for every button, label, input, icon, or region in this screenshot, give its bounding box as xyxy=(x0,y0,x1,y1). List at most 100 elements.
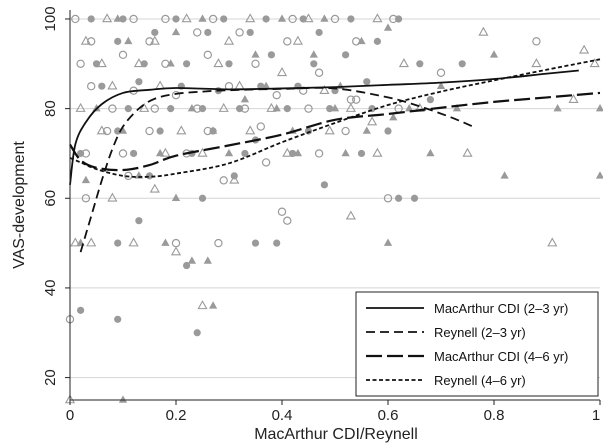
filled-circle-point xyxy=(172,15,180,23)
open-triangle-point xyxy=(398,58,409,68)
filled-circle-point xyxy=(151,28,159,37)
filled-triangle-point xyxy=(166,59,175,67)
filled-triangle-point xyxy=(383,238,393,246)
filled-circle-point xyxy=(310,60,318,68)
open-circle-point xyxy=(203,50,212,60)
filled-triangle-point xyxy=(341,148,350,157)
y-tick-label: 40 xyxy=(42,280,59,297)
open-triangle-point xyxy=(176,125,187,135)
filled-triangle-point xyxy=(171,27,181,36)
open-triangle-point xyxy=(223,35,235,45)
filled-triangle-point xyxy=(389,112,398,121)
open-circle-point xyxy=(389,14,398,24)
lines-layer xyxy=(69,58,601,253)
open-triangle-point xyxy=(70,237,81,247)
filled-triangle-point xyxy=(309,50,318,58)
filled-circle-point xyxy=(204,28,212,37)
filled-triangle-point xyxy=(124,36,133,45)
open-circle-point xyxy=(288,14,297,24)
filled-circle-point xyxy=(246,28,254,37)
y-tick-label: 100 xyxy=(42,6,59,31)
series-line-1 xyxy=(69,69,579,185)
filled-triangle-point xyxy=(553,104,562,112)
filled-circle-point xyxy=(363,78,371,86)
open-circle-point xyxy=(86,82,96,91)
open-triangle-point xyxy=(170,246,182,256)
open-triangle-point xyxy=(107,80,118,90)
filled-triangle-point xyxy=(240,95,250,103)
filled-circle-point xyxy=(198,194,207,202)
filled-triangle-point xyxy=(452,104,462,112)
filled-circle-point xyxy=(114,315,122,323)
open-triangle-point xyxy=(197,147,208,157)
open-triangle-point xyxy=(96,125,107,135)
open-circle-point xyxy=(214,238,223,248)
filled-triangle-point xyxy=(500,171,509,179)
open-triangle-point xyxy=(589,58,600,68)
filled-circle-point xyxy=(262,15,270,23)
open-circle-point xyxy=(161,14,170,24)
open-triangle-point xyxy=(197,300,208,310)
open-circle-point xyxy=(383,194,393,203)
filled-circle-point xyxy=(315,28,323,37)
filled-triangle-point xyxy=(277,14,287,22)
filled-triangle-point xyxy=(203,256,212,264)
filled-circle-point xyxy=(193,329,201,337)
open-triangle-point xyxy=(102,13,113,23)
filled-circle-point xyxy=(220,15,228,23)
open-circle-point xyxy=(219,176,228,185)
filled-triangle-point xyxy=(362,126,371,134)
x-axis-title: MacArthur CDI/Reynell xyxy=(254,426,418,443)
open-triangle-point xyxy=(372,13,383,23)
filled-triangle-point xyxy=(595,171,603,179)
axes-layer: MacArthur CDI/Reynell VAS-development 20… xyxy=(11,6,601,443)
open-triangle-point xyxy=(478,26,489,36)
filled-triangle-point xyxy=(489,50,499,58)
filled-triangle-point xyxy=(118,126,128,134)
filled-triangle-point xyxy=(251,50,260,58)
open-circle-point xyxy=(532,37,541,46)
open-triangle-point xyxy=(96,58,107,68)
open-triangle-point xyxy=(303,13,314,23)
open-circle-point xyxy=(171,90,181,100)
open-triangle-point xyxy=(245,13,256,23)
y-tick-label: 20 xyxy=(42,369,59,386)
x-tick-label: 0.6 xyxy=(378,407,399,424)
open-circle-point xyxy=(261,158,271,167)
open-triangle-point xyxy=(128,237,139,247)
x-tick-label: 0.4 xyxy=(272,407,293,424)
open-triangle-point xyxy=(80,35,91,45)
filled-circle-point xyxy=(342,51,350,59)
open-circle-point xyxy=(208,14,218,24)
open-circle-point xyxy=(81,149,91,158)
open-triangle-point xyxy=(414,102,425,112)
open-triangle-point xyxy=(367,116,378,126)
open-circle-point xyxy=(192,28,202,37)
filled-circle-point xyxy=(384,127,392,135)
x-tick-label: 0.2 xyxy=(166,407,187,424)
open-circle-point xyxy=(118,50,128,60)
x-tick-label: 0.8 xyxy=(484,407,505,424)
filled-circle-point xyxy=(283,105,291,113)
filled-circle-point xyxy=(225,60,233,68)
open-triangle-point xyxy=(324,125,335,135)
open-circle-point xyxy=(304,104,313,113)
filled-triangle-point xyxy=(113,14,122,22)
filled-triangle-point xyxy=(208,301,218,309)
open-circle-point xyxy=(272,90,281,100)
open-circle-point xyxy=(341,126,350,136)
filled-triangle-point xyxy=(208,126,218,134)
open-circle-point xyxy=(129,14,138,24)
filled-circle-point xyxy=(98,82,106,90)
open-circle-point xyxy=(330,14,340,24)
open-circle-point xyxy=(314,68,324,77)
filled-circle-point xyxy=(114,37,122,45)
filled-circle-point xyxy=(410,194,419,202)
open-triangle-point xyxy=(319,84,330,94)
open-triangle-point xyxy=(213,58,224,68)
x-tick-label: 0 xyxy=(66,407,74,424)
x-tick-label: 1 xyxy=(592,407,600,424)
filled-triangle-point xyxy=(161,238,170,246)
